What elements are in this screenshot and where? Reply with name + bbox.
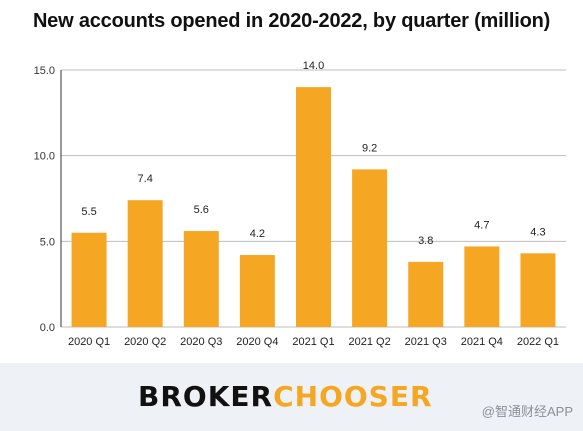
bar-2022-q1 xyxy=(520,253,556,327)
x-tick-label: 2021 Q2 xyxy=(349,336,391,348)
data-label: 4.2 xyxy=(250,228,265,240)
bar-2020-q1 xyxy=(71,232,107,327)
bar-2020-q2 xyxy=(127,200,163,327)
bar-2021-q3 xyxy=(408,261,444,327)
data-label: 5.6 xyxy=(194,204,209,216)
bar-chart: 0.0 5.0 10.0 15.0 5.5 7.4 5.6 4.2 14.0 9.2 3.8 4.7… xyxy=(34,60,566,348)
y-tick-label: 5.0 xyxy=(40,236,55,248)
data-label: 9.2 xyxy=(362,142,377,154)
value-labels: 5.5 7.4 5.6 4.2 14.0 9.2 3.8 4.7 4.3 xyxy=(81,60,545,247)
data-label: 4.3 xyxy=(530,226,545,238)
footer-banner: BROKERCHOOSER @智通财经APP xyxy=(0,363,583,431)
x-tick-label: 2021 Q4 xyxy=(461,336,503,348)
x-tick-label: 2021 Q3 xyxy=(405,336,447,348)
bar-2020-q4 xyxy=(239,255,275,327)
bar-2021-q1 xyxy=(296,87,331,327)
y-tick-label: 0.0 xyxy=(40,322,55,334)
bars xyxy=(71,87,556,327)
y-tick-label: 15.0 xyxy=(34,65,55,77)
x-tick-label: 2021 Q1 xyxy=(292,336,334,348)
x-tick-label: 2020 Q2 xyxy=(124,336,166,348)
chart-title: New accounts opened in 2020-2022, by qua… xyxy=(32,10,551,32)
brokerchooser-logo: BROKERCHOOSER xyxy=(138,380,433,413)
data-label: 5.5 xyxy=(81,206,96,218)
x-tick-label: 2020 Q3 xyxy=(180,336,222,348)
data-label: 14.0 xyxy=(303,60,324,72)
bar-2020-q3 xyxy=(183,231,219,327)
x-tick-label: 2020 Q1 xyxy=(68,336,110,348)
x-axis: 2020 Q1 2020 Q2 2020 Q3 2020 Q4 2021 Q1 2021 … xyxy=(68,336,559,348)
y-axis: 0.0 5.0 10.0 15.0 xyxy=(34,65,62,334)
data-label: 4.7 xyxy=(474,219,489,231)
data-label: 3.8 xyxy=(418,235,433,247)
data-label: 7.4 xyxy=(138,173,153,185)
watermark-text: @智通财经APP xyxy=(481,404,573,419)
y-tick-label: 10.0 xyxy=(34,151,55,163)
x-tick-label: 2022 Q1 xyxy=(517,336,559,348)
bar-2021-q2 xyxy=(352,169,388,327)
logo-part-broker: BROKER xyxy=(138,380,274,413)
bar-2021-q4 xyxy=(464,246,500,327)
logo-part-chooser: CHOOSER xyxy=(273,380,433,413)
x-tick-label: 2020 Q4 xyxy=(236,336,278,348)
